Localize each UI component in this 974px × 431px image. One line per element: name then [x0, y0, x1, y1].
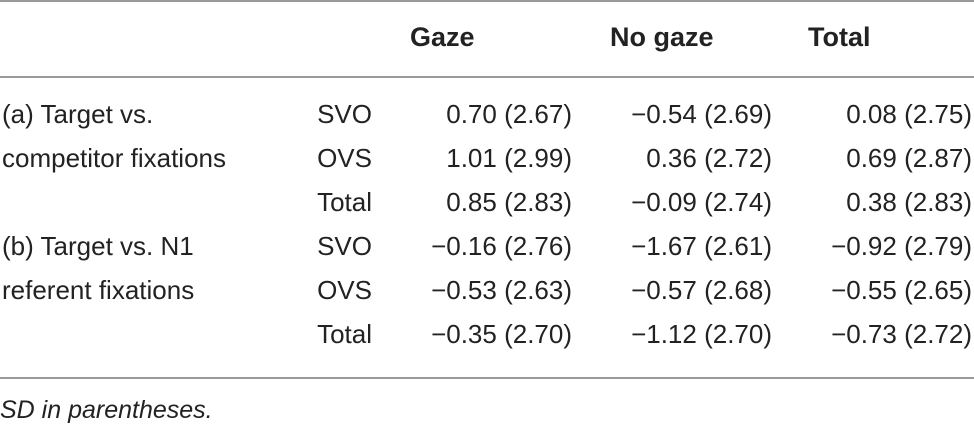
- table-row: referent fixations OVS −0.53 (2.63) −0.5…: [0, 268, 974, 312]
- cell-no-gaze: −0.57 (2.68): [631, 275, 772, 305]
- column-header-gaze: Gaze: [410, 22, 475, 52]
- cell-total: 0.69 (2.87): [846, 143, 972, 173]
- cell-gaze: 0.70 (2.67): [446, 99, 572, 129]
- table-row: (b) Target vs. N1 SVO −0.16 (2.76) −1.67…: [0, 224, 974, 268]
- cell-no-gaze: 0.36 (2.72): [646, 143, 772, 173]
- cell-gaze: 1.01 (2.99): [446, 143, 572, 173]
- table-row: competitor fixations OVS 1.01 (2.99) 0.3…: [0, 136, 974, 180]
- header-rule: [0, 76, 974, 78]
- cell-gaze: −0.16 (2.76): [431, 231, 572, 261]
- cell-total: −0.55 (2.65): [831, 275, 972, 305]
- cell-no-gaze: −1.67 (2.61): [631, 231, 772, 261]
- table-footnote: SD in parentheses.: [0, 396, 213, 424]
- cell-total: 0.38 (2.83): [846, 187, 972, 217]
- cell-total: −0.92 (2.79): [831, 231, 972, 261]
- table-row: Total 0.85 (2.83) −0.09 (2.74) 0.38 (2.8…: [0, 180, 974, 224]
- row-group-label: referent fixations: [2, 275, 195, 305]
- table-row: Total −0.35 (2.70) −1.12 (2.70) −0.73 (2…: [0, 312, 974, 356]
- cell-gaze: −0.35 (2.70): [431, 319, 572, 349]
- cell-no-gaze: −0.09 (2.74): [631, 187, 772, 217]
- row-condition-label: OVS: [317, 275, 372, 305]
- row-condition-label: SVO: [317, 231, 372, 261]
- row-group-label: (a) Target vs.: [2, 99, 154, 129]
- row-condition-label: OVS: [317, 143, 372, 173]
- column-header-no-gaze: No gaze: [610, 22, 714, 52]
- row-condition-label: SVO: [317, 99, 372, 129]
- cell-total: 0.08 (2.75): [846, 99, 972, 129]
- table-row: (a) Target vs. SVO 0.70 (2.67) −0.54 (2.…: [0, 92, 974, 136]
- column-header-total: Total: [808, 22, 871, 52]
- table-top-rule: [0, 0, 974, 2]
- row-group-label: competitor fixations: [2, 143, 226, 173]
- row-condition-label: Total: [317, 319, 372, 349]
- cell-no-gaze: −1.12 (2.70): [631, 319, 772, 349]
- row-group-label: (b) Target vs. N1: [2, 231, 194, 261]
- cell-no-gaze: −0.54 (2.69): [631, 99, 772, 129]
- cell-gaze: −0.53 (2.63): [431, 275, 572, 305]
- cell-total: −0.73 (2.72): [831, 319, 972, 349]
- cell-gaze: 0.85 (2.83): [446, 187, 572, 217]
- table-bottom-rule: [0, 377, 974, 379]
- row-condition-label: Total: [317, 187, 372, 217]
